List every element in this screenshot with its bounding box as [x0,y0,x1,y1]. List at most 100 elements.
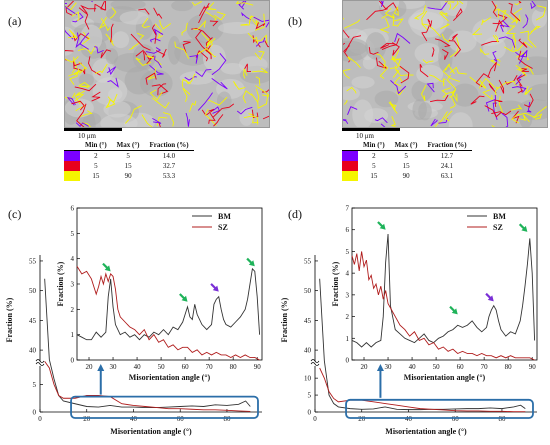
grain-boundary [421,23,442,38]
grain-boundary [130,33,151,51]
grain-boundary [390,80,407,95]
panel-label-a: (a) [8,14,22,28]
grain-boundary [516,67,527,77]
grain-boundary [248,113,259,124]
grain-boundary [530,1,536,10]
x-tick-label: 80 [498,415,506,423]
legend-min: 15 [92,172,100,180]
legend-max: 15 [124,162,132,170]
legend-header-max: Max (°) [389,140,423,151]
inset-x-tick-label: 20 [86,363,94,371]
zoom-arrow-head [376,364,384,371]
grain-boundary [181,22,188,36]
legend-row: 5 15 32.7 [64,161,194,171]
swatch-purple [342,151,358,161]
grain-boundary [390,116,397,127]
grain-boundary [137,33,145,40]
y-tick-label: 45 [304,317,312,325]
series-line-sz [319,367,526,413]
peak-arrow-green-head [379,223,386,230]
grain-boundary [442,63,460,82]
x-tick-label: 60 [177,415,185,423]
grain-boundary [235,1,254,6]
grain-boundary [240,15,251,26]
grain [220,62,245,75]
grain-boundary [428,74,445,82]
y-tick-label: 5 [308,392,312,400]
grain-boundary [434,38,451,47]
grain [78,73,94,87]
grain-boundary [207,96,228,106]
legend-fraction: 24.1 [440,162,454,170]
peak-arrow-green-head [104,265,111,272]
grain-boundary [388,101,397,110]
scale-bar-label: 10 μm [356,132,374,140]
grain-boundary [440,23,451,30]
grain-boundary [487,61,497,78]
grain-boundary [197,48,217,58]
grain-boundary [518,50,533,69]
grain-boundary [151,24,157,44]
grain-boundary [243,68,248,79]
grain-boundary [74,91,84,102]
panel-label-c: (c) [8,207,22,221]
peak-arrow-purple-head [487,295,494,302]
grain-boundary [444,1,456,4]
inset-x-tick-label: 20 [361,363,369,371]
grain [409,7,448,38]
x-tick-label: 60 [452,415,460,423]
grain-boundary [479,47,490,55]
y-tick-label: 50 [304,287,312,295]
grain-boundary [262,115,269,120]
grain-boundary [484,105,502,118]
legend-max: 15 [402,162,410,170]
grain [139,69,173,97]
inset-x-tick-label: 90 [529,363,537,371]
scale-bar [64,128,122,131]
grain-boundary [251,67,268,74]
grain-boundary [422,59,434,64]
grain-boundary [451,33,458,41]
grain-boundary [152,118,162,124]
grain-boundary [65,50,74,61]
grain-boundary [195,50,209,62]
legend-max: 90 [124,172,132,180]
grain-boundary [264,40,269,48]
peak-arrow-green-head [451,308,458,315]
inset-x-axis-label: Misorientation angle (°) [129,373,211,382]
grain-boundary [421,10,428,31]
grain [171,1,194,12]
legend-label-sz: SZ [493,223,503,232]
grain-boundary [427,18,433,28]
grain-boundary [492,19,504,28]
inset-x-tick-label: 70 [481,363,489,371]
grain-boundary [195,69,212,78]
inset-series-line-bm [351,234,536,348]
scale-bar-label: 10 μm [78,132,96,140]
grain [411,80,433,102]
grain-boundary [211,53,227,76]
grain [343,86,360,101]
inset-y-tick-label: 5 [346,248,350,256]
grain [119,11,149,25]
grain-boundary [524,93,534,108]
grain-boundary [251,18,260,27]
grain-boundary [79,110,93,118]
grain-boundary [395,68,414,77]
boundary-legend-a: Min (°) Max (°) Fraction (%) 2 5 14.0 5 … [64,140,194,181]
grain-boundary [153,7,163,19]
inset-y-tick-label: 3 [71,281,75,289]
inset-x-tick-label: 70 [206,363,214,371]
grain-boundary [497,8,516,22]
inset-series-line-sz [351,251,535,361]
grain-boundary [391,55,403,69]
legend-label-bm: BM [218,212,231,221]
zoom-arrow-head [97,364,105,371]
grain-boundary [525,106,547,118]
legend-row: 15 90 63.1 [342,171,472,181]
grain [100,113,138,127]
grain-boundary [255,76,261,86]
grain-boundary [68,29,78,39]
legend-fraction: 53.3 [162,172,176,180]
